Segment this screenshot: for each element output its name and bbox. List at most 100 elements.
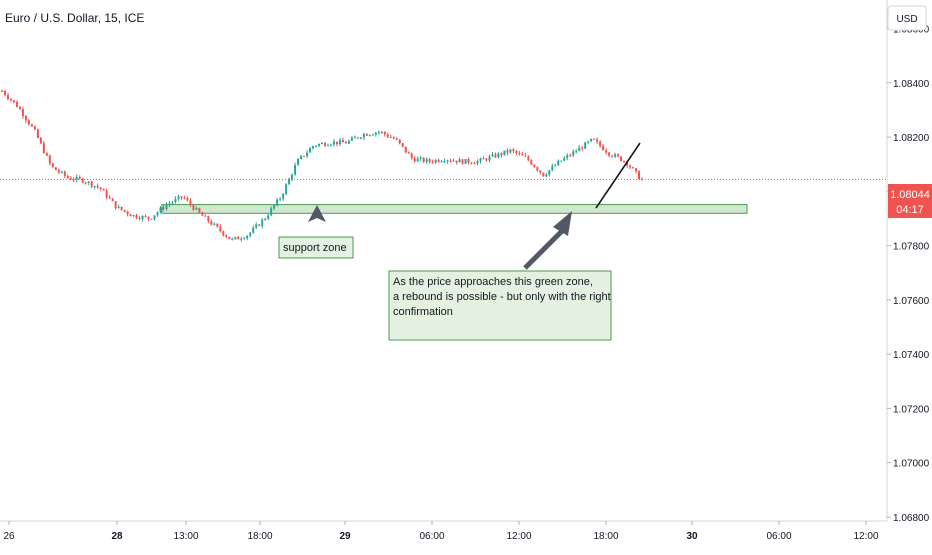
candle-body <box>560 160 563 162</box>
candle-body <box>518 153 521 155</box>
candle-body <box>374 132 377 135</box>
candle-body <box>147 216 150 219</box>
last-price-tag <box>888 184 932 218</box>
x-tick-label: 26 <box>3 531 15 542</box>
candle-body <box>141 216 144 220</box>
candle-body <box>584 142 587 149</box>
candle-body <box>318 143 321 146</box>
candle-body <box>81 178 84 183</box>
candle-body <box>407 152 410 154</box>
candle-body <box>386 134 389 137</box>
time-axis[interactable]: 26 28 13:00 18:00 29 06:00 12:00 18:00 30 06:00 12… <box>3 521 879 542</box>
candle-body <box>231 238 234 240</box>
candle-body <box>557 160 560 166</box>
candle-body <box>174 198 177 203</box>
candle-body <box>135 215 138 219</box>
candle-body <box>258 224 261 226</box>
y-tick-label: 1.06800 <box>893 513 930 524</box>
candle-body <box>494 154 497 158</box>
price-axis[interactable]: 1.086001.084001.082001.080001.078001.076… <box>887 24 930 524</box>
candle-body <box>309 148 312 153</box>
candle-body <box>150 218 153 220</box>
candle-body <box>509 149 512 153</box>
candle-body <box>90 181 93 187</box>
candle-body <box>282 193 285 199</box>
candle-body <box>533 164 536 168</box>
candle-body <box>177 196 180 199</box>
candle-body <box>401 143 404 147</box>
support-zone-label[interactable]: support zone <box>278 236 354 259</box>
candle-body <box>225 235 228 237</box>
candle-body <box>545 174 548 177</box>
candle-body <box>123 209 126 212</box>
candle-body <box>434 159 437 163</box>
x-tick-label: 06:00 <box>766 531 791 542</box>
candle-body <box>39 137 42 144</box>
candle-body <box>614 154 617 157</box>
x-tick-label: 18:00 <box>593 531 618 542</box>
candle-body <box>524 155 527 157</box>
candle-body <box>138 218 141 220</box>
candle-body <box>96 186 99 188</box>
candle-body <box>291 174 294 179</box>
candle-body <box>315 145 318 147</box>
candle-body <box>587 141 590 143</box>
candle-body <box>425 159 428 162</box>
candle-body <box>551 166 554 171</box>
candle-body <box>458 159 461 163</box>
candle-body <box>461 159 464 164</box>
note-callout[interactable]: As the price approaches this green zone,… <box>388 270 612 341</box>
candle-body <box>213 223 216 225</box>
candle-body <box>243 238 246 240</box>
candle-body <box>114 201 117 209</box>
candle-body <box>350 137 353 141</box>
candle-body <box>389 136 392 138</box>
candle-body <box>623 161 626 163</box>
candle-body <box>440 161 443 163</box>
candle-body <box>548 170 551 175</box>
support-zone-rect[interactable] <box>161 204 748 214</box>
chart-title: Euro / U.S. Dollar, 15, ICE <box>5 11 145 25</box>
candle-body <box>105 190 108 198</box>
candle-body <box>306 152 309 157</box>
trend-line[interactable] <box>595 142 641 209</box>
candle-body <box>398 139 401 144</box>
candle-body <box>392 137 395 139</box>
candle-body <box>449 160 452 162</box>
candle-body <box>503 150 506 155</box>
x-tick-label: 30 <box>686 531 698 542</box>
candle-body <box>500 153 503 155</box>
candle-body <box>201 212 204 216</box>
candle-body <box>395 138 398 140</box>
candle-body <box>506 150 509 153</box>
candle-body <box>638 171 641 180</box>
candlestick-series <box>1 89 643 242</box>
candle-body <box>219 226 222 232</box>
candle-body <box>84 182 87 184</box>
candle-body <box>249 232 252 236</box>
candle-body <box>216 223 219 227</box>
candle-body <box>563 157 566 161</box>
candle-body <box>108 197 111 199</box>
candle-body <box>120 206 123 210</box>
candle-body <box>12 100 15 103</box>
candle-body <box>620 156 623 162</box>
candle-body <box>57 170 60 173</box>
candle-body <box>596 139 599 142</box>
candle-body <box>207 216 210 222</box>
currency-button[interactable] <box>887 5 927 31</box>
candle-body <box>368 134 371 136</box>
candle-body <box>512 149 515 151</box>
candle-body <box>276 199 279 206</box>
countdown-timer: 04:17 <box>896 204 924 216</box>
candle-body <box>60 171 63 173</box>
y-tick-label: 1.08200 <box>893 133 930 144</box>
x-tick-label: 29 <box>339 531 351 542</box>
candle-body <box>195 208 198 210</box>
candle-body <box>159 207 162 213</box>
candle-body <box>132 215 135 217</box>
candle-body <box>126 211 129 215</box>
candle-body <box>15 102 18 108</box>
candle-body <box>93 186 96 188</box>
